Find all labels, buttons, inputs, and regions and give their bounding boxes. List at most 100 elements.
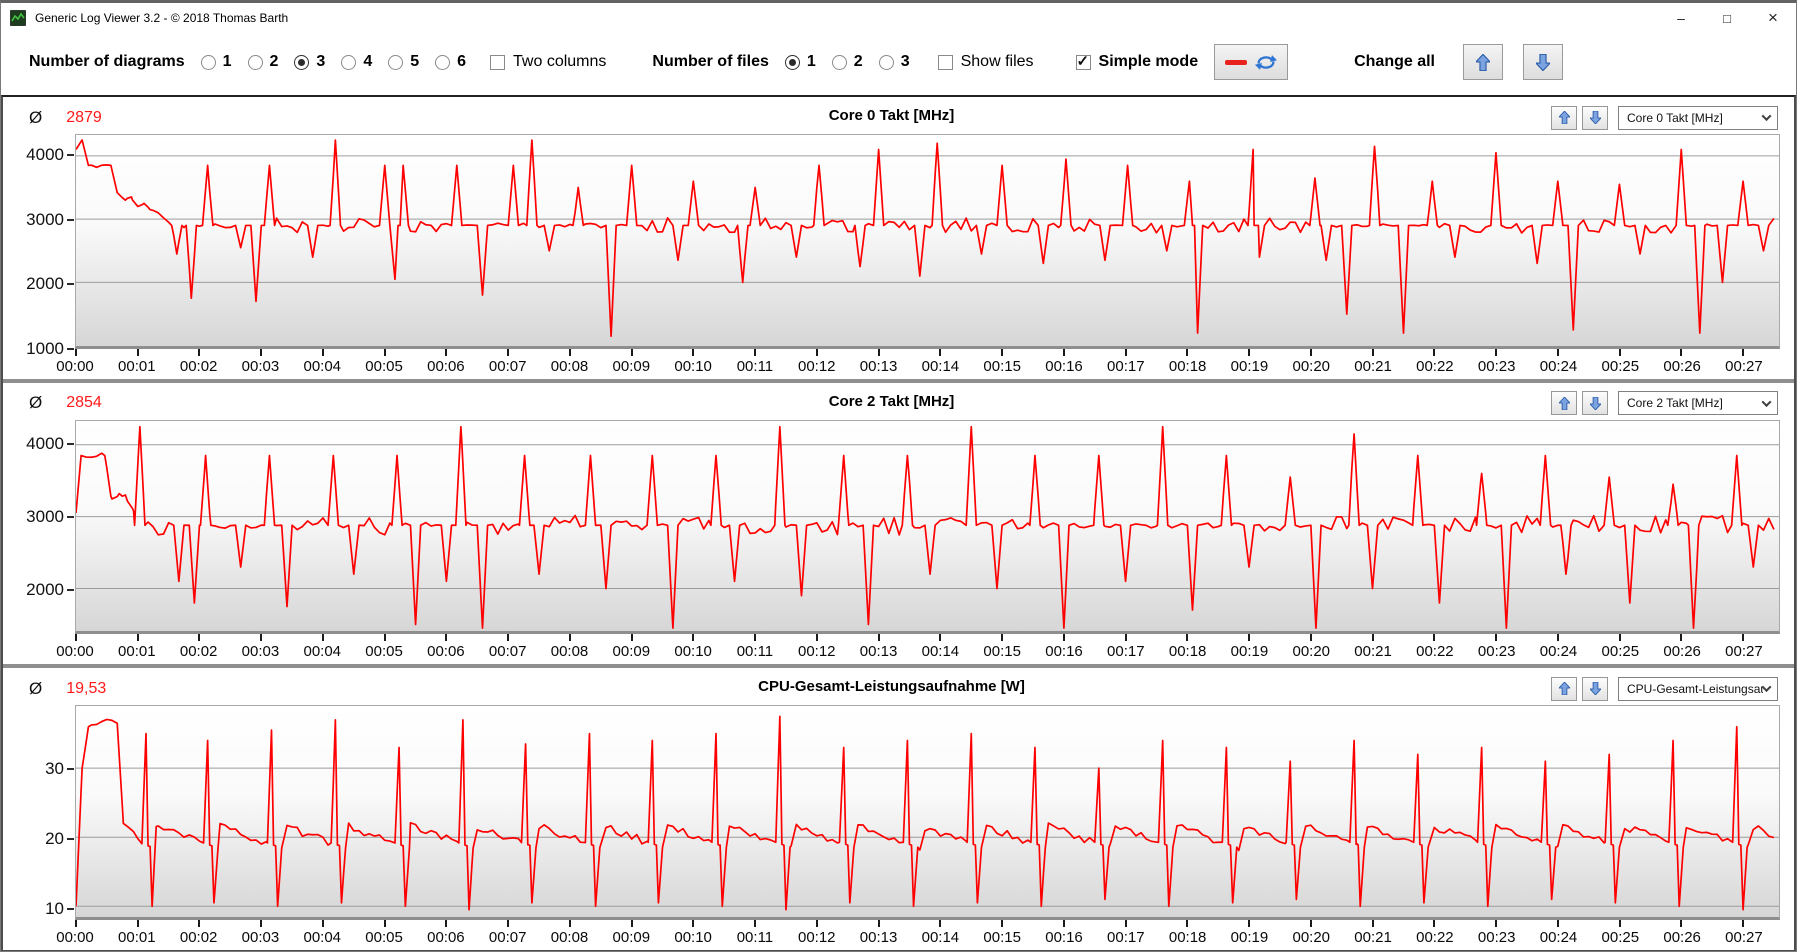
diagrams-radio-6[interactable]: 6 (435, 53, 466, 71)
radio-icon (878, 54, 894, 70)
x-tick-label: 00:10 (674, 929, 712, 947)
simple-mode-checkbox[interactable]: Simple mode (1075, 52, 1198, 71)
maximize-button[interactable]: □ (1704, 3, 1750, 33)
x-tick-label: 00:25 (1601, 643, 1640, 661)
x-tick-label: 00:12 (797, 643, 836, 661)
x-tick-label: 00:15 (983, 929, 1021, 947)
line-plot (76, 421, 1779, 632)
panel-controls: Core 2 Takt [MHz] (1546, 391, 1778, 416)
x-tick-label: 00:03 (241, 643, 280, 661)
signal-select[interactable]: Core 0 Takt [MHz] (1618, 105, 1778, 130)
x-tick-label: 00:14 (921, 643, 960, 661)
chevron-down-icon (1761, 111, 1772, 122)
x-tick-label: 00:05 (365, 357, 403, 375)
average-symbol: Ø (29, 393, 43, 413)
y-tick-label: 3000 (26, 507, 74, 527)
panel-header: Ø 2879 Core 0 Takt [MHz] Core 0 Takt [MH… (3, 99, 1780, 132)
x-tick-label: 00:00 (56, 643, 94, 661)
red-line-sample-icon (1225, 59, 1248, 65)
y-tick-label: 2000 (26, 274, 74, 294)
x-tick-label: 00:03 (241, 357, 280, 375)
x-tick-label: 00:07 (488, 357, 527, 375)
diagrams-radio-5[interactable]: 5 (388, 53, 419, 71)
x-tick-label: 00:21 (1354, 643, 1392, 661)
window-title: Generic Log Viewer 3.2 - © 2018 Thomas B… (35, 11, 289, 25)
x-tick-label: 00:25 (1601, 929, 1640, 947)
x-tick-label: 00:24 (1539, 643, 1578, 661)
move-chart-up-button[interactable] (1551, 676, 1577, 701)
checkbox-icon (1075, 52, 1091, 70)
diagrams-radio-1[interactable]: 1 (200, 53, 232, 71)
toolbar: Number of diagrams 1 2 3 4 5 6 Two colum… (1, 33, 1796, 95)
radio-icon (247, 54, 263, 70)
move-chart-up-button[interactable] (1551, 105, 1577, 130)
x-tick-label: 00:18 (1168, 643, 1207, 661)
x-tick-label: 00:07 (488, 643, 527, 661)
change-all-up-button[interactable] (1463, 44, 1503, 80)
files-radio-1[interactable]: 1 (784, 53, 816, 71)
two-columns-checkbox[interactable]: Two columns (490, 53, 606, 71)
x-tick-label: 00:17 (1107, 929, 1145, 947)
chart-body: 4000 3000 2000 1000 00:00 00:01 00:02 00:03 00:… (3, 132, 1780, 379)
x-tick-label: 00:24 (1539, 929, 1578, 947)
x-tick-label: 00:26 (1663, 357, 1701, 375)
chart-panel-core2: Ø 2854 Core 2 Takt [MHz] Core 2 Takt [MH… (3, 378, 1794, 665)
x-tick-label: 00:27 (1725, 357, 1763, 375)
x-tick-label: 00:23 (1477, 643, 1516, 661)
line-style-refresh-button[interactable] (1214, 44, 1289, 80)
radio-icon (831, 54, 847, 70)
move-chart-down-button[interactable] (1582, 391, 1608, 416)
y-tick-label: 30 (45, 759, 74, 779)
close-button[interactable]: × (1750, 3, 1796, 33)
x-tick-label: 00:17 (1107, 357, 1145, 375)
move-chart-down-button[interactable] (1582, 676, 1608, 701)
checkbox-icon (937, 54, 953, 70)
x-tick-label: 00:12 (797, 357, 836, 375)
x-tick-label: 00:02 (179, 357, 218, 375)
x-tick-label: 00:12 (797, 929, 836, 947)
signal-select[interactable]: Core 2 Takt [MHz] (1618, 391, 1778, 416)
chart-title: Core 0 Takt [MHz] (828, 107, 955, 124)
series-line (76, 426, 1774, 627)
x-tick-label: 00:19 (1230, 929, 1269, 947)
y-tick-label: 4000 (26, 434, 74, 454)
number-of-diagrams-label: Number of diagrams (29, 53, 185, 70)
diagrams-radio-2[interactable]: 2 (247, 53, 278, 71)
minimize-button[interactable]: – (1658, 3, 1704, 33)
average-readout: Ø 19,53 (29, 679, 106, 699)
average-value: 19,53 (66, 679, 107, 697)
move-chart-down-button[interactable] (1582, 105, 1608, 130)
average-symbol: Ø (29, 107, 43, 127)
x-axis-labels: 00:00 00:01 00:02 00:03 00:04 00:05 00:06 00:07… (56, 634, 1780, 664)
x-tick-label: 00:22 (1416, 929, 1454, 947)
x-tick-label: 00:07 (488, 929, 527, 947)
chart-body: 4000 3000 2000 00:00 00:01 00:02 00:03 00:04 00… (3, 418, 1780, 665)
move-chart-up-button[interactable] (1551, 391, 1577, 416)
diagrams-radio-3[interactable]: 3 (294, 53, 325, 71)
x-tick-label: 00:05 (365, 643, 403, 661)
radio-icon (200, 54, 216, 70)
x-tick-label: 00:23 (1477, 357, 1516, 375)
y-tick-label: 2000 (26, 580, 74, 600)
y-axis: 4000 3000 2000 1000 (3, 134, 75, 358)
x-tick-label: 00:17 (1107, 643, 1145, 661)
x-tick-label: 00:25 (1601, 357, 1640, 375)
x-tick-label: 00:15 (983, 643, 1021, 661)
x-tick-label: 00:00 (56, 929, 94, 947)
x-tick-label: 00:06 (427, 643, 465, 661)
show-files-checkbox[interactable]: Show files (937, 53, 1034, 71)
files-radio-3[interactable]: 3 (878, 53, 910, 71)
change-all-down-button[interactable] (1523, 44, 1563, 80)
arrow-down-icon (1536, 53, 1550, 71)
y-tick-label: 10 (45, 899, 74, 919)
y-tick-label: 4000 (26, 145, 74, 165)
files-radio-2[interactable]: 2 (831, 53, 863, 71)
x-tick-label: 00:06 (427, 357, 465, 375)
x-tick-label: 00:20 (1292, 357, 1331, 375)
x-tick-label: 00:19 (1230, 357, 1269, 375)
x-tick-label: 00:21 (1354, 357, 1392, 375)
x-tick-label: 00:09 (612, 357, 651, 375)
diagrams-radio-4[interactable]: 4 (341, 53, 372, 71)
signal-select[interactable]: CPU-Gesamt-Leistungsau (1618, 676, 1778, 701)
